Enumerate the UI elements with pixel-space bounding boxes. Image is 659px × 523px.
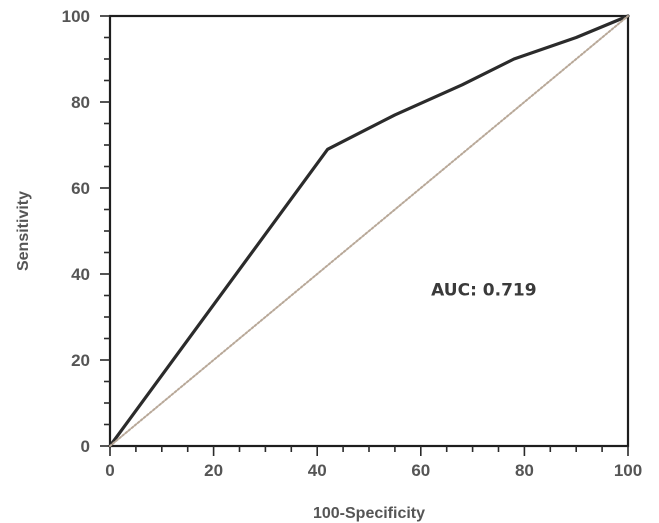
y-tick-label: 20 [71, 351, 90, 370]
x-tick-label: 20 [204, 461, 223, 480]
y-tick-label: 60 [71, 179, 90, 198]
x-tick-label: 100 [614, 461, 642, 480]
y-tick-label: 40 [71, 265, 90, 284]
reference-diagonal-line [109, 15, 629, 447]
annotation-layer: AUC: 0.719 [431, 281, 536, 301]
y-tick-label: 0 [81, 437, 90, 456]
y-tick-label: 80 [71, 93, 90, 112]
y-axis-ticks: 0 20 40 60 80 100 [62, 7, 110, 456]
roc-curve-line [108, 14, 630, 448]
x-tick-label: 80 [515, 461, 534, 480]
series-layer [108, 14, 630, 448]
x-tick-label: 40 [308, 461, 327, 480]
y-axis-label: Sensitivity [15, 191, 32, 271]
x-tick-label: 60 [411, 461, 430, 480]
auc-annotation: AUC: 0.719 [431, 281, 536, 301]
y-tick-label: 100 [62, 7, 90, 26]
x-axis-label: 100-Specificity [313, 505, 425, 522]
x-axis-ticks: 0 20 40 60 80 100 [105, 446, 642, 480]
x-tick-label: 0 [105, 461, 114, 480]
